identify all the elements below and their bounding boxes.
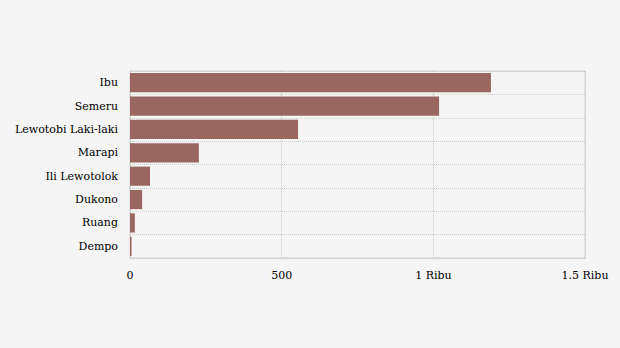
svg-text:Marapi: Marapi [78,146,119,159]
svg-text:1.5 Ribu: 1.5 Ribu [562,269,609,282]
svg-text:1 Ribu: 1 Ribu [415,269,451,282]
svg-text:Ibu: Ibu [100,76,118,89]
svg-text:Semeru: Semeru [75,100,118,113]
svg-text:Dukono: Dukono [75,193,118,206]
svg-text:Dempo: Dempo [79,240,119,253]
svg-text:0: 0 [127,269,134,282]
svg-text:Lewotobi Laki-laki: Lewotobi Laki-laki [15,123,118,136]
svg-text:Ili Lewotolok: Ili Lewotolok [45,170,118,183]
svg-text:500: 500 [271,269,292,282]
svg-text:Ruang: Ruang [82,216,118,229]
